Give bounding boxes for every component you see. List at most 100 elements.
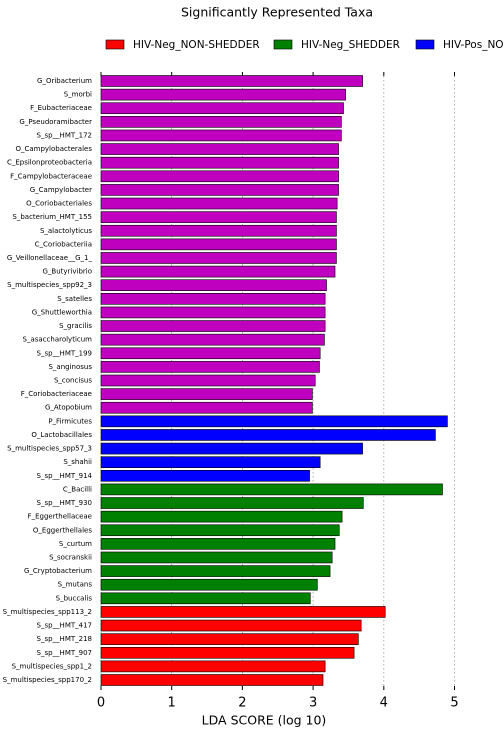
category-label: C_Coriobacteriia xyxy=(35,240,92,248)
category-label: S_sp__HMT_907 xyxy=(37,649,92,657)
bar xyxy=(100,497,364,509)
bar xyxy=(100,401,313,414)
bar xyxy=(100,265,336,278)
x-tick-label: 2 xyxy=(238,696,246,711)
bar xyxy=(100,143,339,155)
category-label: S_socranskii xyxy=(49,553,92,561)
category-label: S_sp__HMT_172 xyxy=(37,131,92,139)
bar xyxy=(100,565,331,577)
category-label: P_Firmicutes xyxy=(48,417,92,425)
category-label: G_Pseudoramibacter xyxy=(19,118,92,126)
category-label: S_multispecies_spp1_2 xyxy=(12,662,92,670)
category-label: F_Campylobacteraceae xyxy=(10,172,92,180)
bar xyxy=(100,374,316,387)
bar xyxy=(100,102,344,115)
legend-swatch xyxy=(415,39,435,50)
bar xyxy=(100,197,338,210)
x-tick-label: 3 xyxy=(309,696,317,711)
bar xyxy=(100,551,333,564)
bar xyxy=(100,333,325,346)
bar xyxy=(100,619,362,632)
category-label: S_sp__HMT_417 xyxy=(37,622,92,630)
category-label: O_Lactobacillales xyxy=(31,431,92,439)
bar xyxy=(100,211,337,223)
bar xyxy=(100,429,436,441)
bar xyxy=(100,306,326,319)
category-label: S_morbi xyxy=(64,91,92,99)
legend-label: HIV-Neg_SHEDDER xyxy=(301,39,400,51)
category-label: S_satelles xyxy=(57,295,92,303)
category-label: S_asaccharolyticum xyxy=(23,336,93,344)
bar xyxy=(100,633,359,645)
category-label: S_concisus xyxy=(54,377,92,385)
bar xyxy=(100,88,346,101)
category-label: G_Veillonellaceae__G_1_ xyxy=(7,254,93,262)
category-label: S_multispecies_spp57_3 xyxy=(7,445,92,453)
category-label: S_sp__HMT_218 xyxy=(37,635,92,643)
bar xyxy=(100,238,337,251)
bar xyxy=(100,320,326,332)
category-label: G_Campylobacter xyxy=(30,186,92,194)
bar xyxy=(100,361,320,373)
category-label: S_multispecies_spp92_3 xyxy=(7,281,92,289)
category-label: C_Bacilli xyxy=(63,485,92,493)
category-label: F_Eggerthellaceae xyxy=(28,513,92,521)
category-label: S_multispecies_spp113_2 xyxy=(3,608,92,616)
x-axis-label: LDA SCORE (log 10) xyxy=(202,713,327,728)
chart-title: Significantly Represented Taxa xyxy=(181,5,373,20)
bar xyxy=(100,578,318,591)
legend-swatch xyxy=(273,39,293,50)
category-label: S_multispecies_spp170_2 xyxy=(3,676,92,684)
bar xyxy=(100,293,326,305)
category-label: G_Shuttleworthia xyxy=(32,308,92,316)
category-label: G_Butyrivibrio xyxy=(42,268,92,276)
bar xyxy=(100,469,310,482)
bar xyxy=(100,456,321,468)
x-tick-label: 4 xyxy=(380,696,388,711)
category-label: G_Cryptobacterium xyxy=(24,567,92,575)
category-label: S_anginosus xyxy=(48,363,92,371)
bar xyxy=(100,538,336,550)
bar xyxy=(100,510,343,523)
category-label: G_Oribacterium xyxy=(37,77,92,85)
category-label: S_sp__HMT_199 xyxy=(37,349,92,357)
x-tick-label: 0 xyxy=(97,696,105,711)
bar xyxy=(100,674,324,686)
bar xyxy=(100,347,321,360)
category-label: C_Epsilonproteobacteria xyxy=(7,159,92,167)
bar xyxy=(100,483,443,496)
bar xyxy=(100,252,337,264)
category-label: O_Coriobacteriales xyxy=(26,200,92,208)
category-label: S_gracilis xyxy=(59,322,92,330)
category-label: S_mutans xyxy=(58,581,93,589)
category-label: F_Eubacteriaceae xyxy=(30,104,92,112)
x-tick-label: 5 xyxy=(450,696,458,711)
bar xyxy=(100,75,363,87)
bar xyxy=(100,442,363,455)
bar xyxy=(100,156,339,169)
category-label: O_Eggerthellales xyxy=(33,526,92,534)
bar xyxy=(100,660,326,673)
bar xyxy=(100,170,339,183)
x-tick-label: 1 xyxy=(168,696,176,711)
category-label: S_buccalis xyxy=(56,594,93,602)
bar xyxy=(100,415,448,428)
bar xyxy=(100,129,342,142)
bar xyxy=(100,184,339,196)
bar xyxy=(100,592,311,605)
category-label: S_alactolyticus xyxy=(40,227,92,235)
category-label: G_Atopobium xyxy=(45,404,92,412)
category-label: F_Coriobacteriaceae xyxy=(21,390,92,398)
bar xyxy=(100,224,337,237)
category-label: S_bacterium_HMT_155 xyxy=(12,213,92,221)
bar xyxy=(100,606,386,618)
category-label: S_shahii xyxy=(63,458,92,466)
bar xyxy=(100,524,340,537)
bar xyxy=(100,388,313,400)
category-label: O_Campylobacterales xyxy=(15,145,92,153)
category-label: S_sp__HMT_930 xyxy=(37,499,92,507)
bar xyxy=(100,279,327,292)
legend-label: HIV-Pos_NON xyxy=(443,39,504,51)
legend-label: HIV-Neg_NON-SHEDDER xyxy=(133,39,260,51)
